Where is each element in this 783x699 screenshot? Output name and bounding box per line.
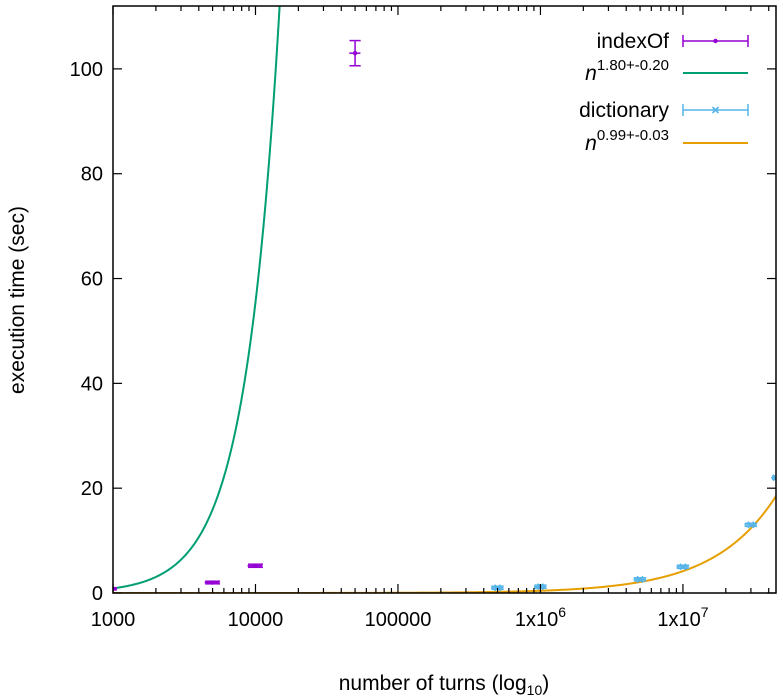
x-tick-label: 1x107 [657, 604, 708, 631]
data-point [349, 39, 361, 67]
y-tick-label: 20 [81, 478, 103, 500]
legend-label: n1.80+-0.20 [585, 57, 669, 85]
fit-curves [113, 6, 776, 593]
data-point-marker [772, 474, 776, 482]
legend-entry: n1.80+-0.20 [585, 57, 748, 85]
x-tick-label: 10000 [228, 609, 284, 631]
data-point-marker [713, 38, 718, 44]
legend-label: n0.99+-0.03 [585, 127, 669, 155]
y-tick-label: 0 [92, 583, 103, 605]
fit-curve [113, 6, 281, 590]
legend-label: dictionary [579, 99, 669, 122]
data-point [744, 521, 758, 529]
data-point-marker [636, 575, 644, 583]
data-point-marker [210, 580, 215, 585]
y-tick-label: 60 [81, 269, 103, 291]
x-tick-label: 100000 [365, 609, 432, 631]
y-axis-label: execution time (sec) [6, 206, 29, 394]
data-point-marker [747, 521, 755, 529]
plot-frame [112, 5, 777, 594]
data-point [204, 580, 221, 585]
data-point-marker [711, 106, 720, 114]
y-axis-ticks: 0 20 40 60 80 100 [70, 59, 776, 605]
data-points [113, 39, 776, 592]
x-axis-ticks: 1000 10000 100000 1x106 1x107 [91, 6, 770, 631]
y-tick-label: 80 [81, 164, 103, 186]
data-point-marker [352, 50, 358, 56]
legend-entry: dictionary [579, 99, 749, 122]
x-tick-label: 1x106 [515, 604, 566, 631]
data-point [676, 563, 690, 571]
legend-label: indexOf [597, 30, 670, 53]
x-tick-label: 1000 [91, 609, 136, 631]
data-point [633, 575, 647, 583]
x-axis-label: number of turns (log10) [339, 672, 550, 698]
y-tick-label: 100 [70, 59, 103, 81]
data-point [770, 474, 776, 482]
data-point [247, 563, 263, 569]
data-point-marker [253, 563, 258, 568]
legend-entry: n0.99+-0.03 [585, 127, 748, 155]
data-point-marker [493, 584, 502, 592]
legend: indexOf n1.80+-0.20 dictionary n0.99+-0.03 [579, 30, 749, 155]
data-point-marker [679, 563, 687, 571]
legend-entry: indexOf [597, 30, 749, 53]
y-tick-label: 40 [81, 373, 103, 395]
